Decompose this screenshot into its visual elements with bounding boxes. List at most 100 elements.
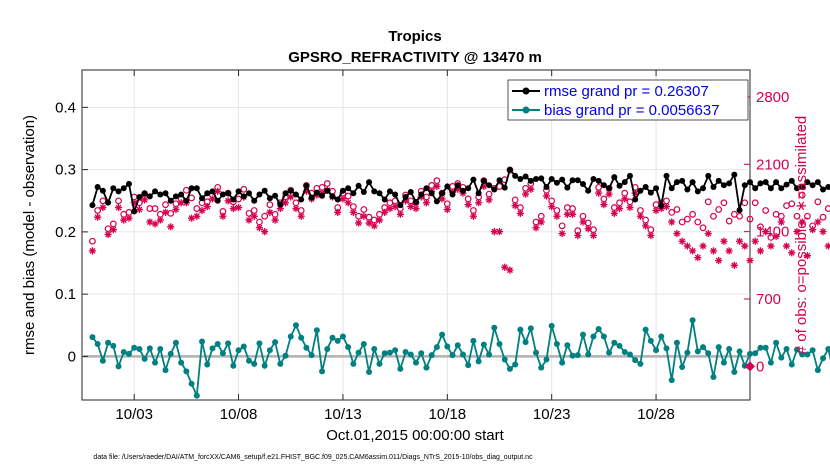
rmse-point bbox=[522, 173, 529, 180]
obs-assimilated-point bbox=[250, 212, 258, 220]
obs-assimilated-point bbox=[396, 210, 404, 218]
obs-possible-point bbox=[261, 212, 269, 220]
rmse-point bbox=[496, 177, 503, 184]
rmse-point bbox=[282, 190, 289, 197]
rmse-point bbox=[773, 179, 780, 186]
rmse-point bbox=[767, 185, 774, 192]
bias-point bbox=[783, 345, 790, 352]
bias-point bbox=[193, 392, 200, 399]
rmse-point bbox=[355, 182, 362, 189]
rmse-point bbox=[99, 187, 106, 194]
rmse-point bbox=[444, 183, 451, 190]
obs-possible-point bbox=[94, 207, 102, 214]
bias-point bbox=[329, 334, 336, 341]
rmse-point bbox=[486, 182, 493, 189]
obs-assimilated-point bbox=[511, 202, 519, 210]
obs-possible-point bbox=[683, 215, 691, 223]
obs-assimilated-point bbox=[636, 212, 645, 220]
rmse-point bbox=[266, 195, 273, 202]
bias-series bbox=[89, 317, 830, 400]
obs-assimilated-point bbox=[589, 231, 598, 240]
obs-assimilated-point bbox=[735, 237, 744, 245]
obs-assimilated-point bbox=[568, 210, 577, 218]
obs-assimilated-point bbox=[193, 212, 201, 220]
rmse-point bbox=[188, 185, 195, 192]
obs-assimilated-point bbox=[281, 199, 290, 207]
rmse-point bbox=[376, 190, 383, 197]
rmse-point bbox=[793, 185, 800, 192]
bias-point bbox=[491, 324, 498, 331]
obs-assimilated-point bbox=[130, 199, 138, 207]
obs-assimilated-point bbox=[600, 201, 608, 209]
bias-point bbox=[804, 351, 811, 358]
bias-point bbox=[600, 333, 607, 340]
obs-assimilated-point bbox=[762, 228, 770, 236]
rmse-point bbox=[371, 188, 378, 195]
rmse-point bbox=[162, 190, 169, 197]
bias-point bbox=[131, 344, 138, 351]
rmse-point bbox=[433, 198, 440, 205]
bias-point bbox=[209, 345, 216, 352]
rmse-point bbox=[491, 186, 498, 193]
bias-point bbox=[501, 356, 508, 363]
bias-point bbox=[522, 339, 529, 346]
bias-point bbox=[183, 368, 190, 375]
y-tick-label: 0.4 bbox=[55, 99, 76, 116]
obs-assimilated-point bbox=[224, 197, 232, 205]
obs-possible-point bbox=[824, 205, 830, 212]
obs-assimilated-point bbox=[495, 228, 504, 236]
rmse-point bbox=[334, 196, 341, 203]
rmse-point bbox=[308, 194, 315, 201]
obs-possible-point bbox=[323, 180, 331, 187]
rmse-point bbox=[705, 172, 712, 179]
obs-assimilated-point bbox=[772, 232, 780, 241]
rmse-point bbox=[517, 175, 524, 182]
obs-assimilated-point bbox=[292, 204, 300, 213]
obs-possible-point bbox=[746, 215, 754, 223]
bias-point bbox=[569, 352, 576, 359]
bias-point bbox=[89, 334, 96, 341]
bias-point bbox=[381, 350, 388, 357]
bias-point bbox=[585, 351, 592, 358]
bias-point bbox=[256, 340, 263, 347]
rmse-point bbox=[386, 188, 393, 195]
y-right-tick-label: 0 bbox=[756, 358, 764, 375]
obs-assimilated-point bbox=[626, 203, 634, 212]
bias-point bbox=[376, 360, 383, 367]
rmse-point bbox=[235, 188, 242, 195]
obs-possible-point bbox=[720, 199, 728, 207]
bias-point bbox=[757, 344, 764, 351]
obs-assimilated-point bbox=[563, 210, 571, 218]
rmse-point bbox=[178, 191, 185, 198]
bias-point bbox=[559, 359, 566, 366]
obs-assimilated-point bbox=[104, 230, 112, 239]
bias-point bbox=[360, 340, 367, 347]
obs-assimilated-point bbox=[709, 247, 718, 255]
obs-assimilated-point bbox=[464, 201, 472, 209]
rmse-point bbox=[449, 191, 456, 198]
obs-assimilated-point bbox=[109, 226, 117, 234]
rmse-point bbox=[668, 185, 675, 192]
rmse-point bbox=[225, 190, 232, 197]
obs-possible-point bbox=[151, 205, 159, 212]
obs-possible-point bbox=[710, 212, 717, 220]
bias-point bbox=[475, 358, 482, 365]
rmse-point bbox=[694, 188, 701, 195]
bias-point bbox=[616, 342, 623, 349]
bias-point bbox=[788, 361, 795, 368]
x-tick-label: 10/13 bbox=[324, 406, 362, 423]
obs-assimilated-point bbox=[704, 229, 712, 238]
bias-point bbox=[653, 347, 660, 354]
bias-point bbox=[595, 326, 602, 333]
obs-assimilated-point bbox=[261, 228, 269, 236]
obs-assimilated-point bbox=[375, 216, 384, 224]
bias-point bbox=[454, 342, 461, 349]
bias-point bbox=[240, 343, 247, 350]
obs-assimilated-point bbox=[219, 212, 227, 220]
chart-title: Tropics bbox=[388, 28, 441, 45]
bias-point bbox=[157, 345, 164, 352]
obs-possible-point bbox=[182, 186, 190, 194]
obs-assimilated-point bbox=[527, 185, 535, 193]
obs-possible-point bbox=[819, 213, 827, 221]
obs-possible-point bbox=[699, 224, 707, 232]
